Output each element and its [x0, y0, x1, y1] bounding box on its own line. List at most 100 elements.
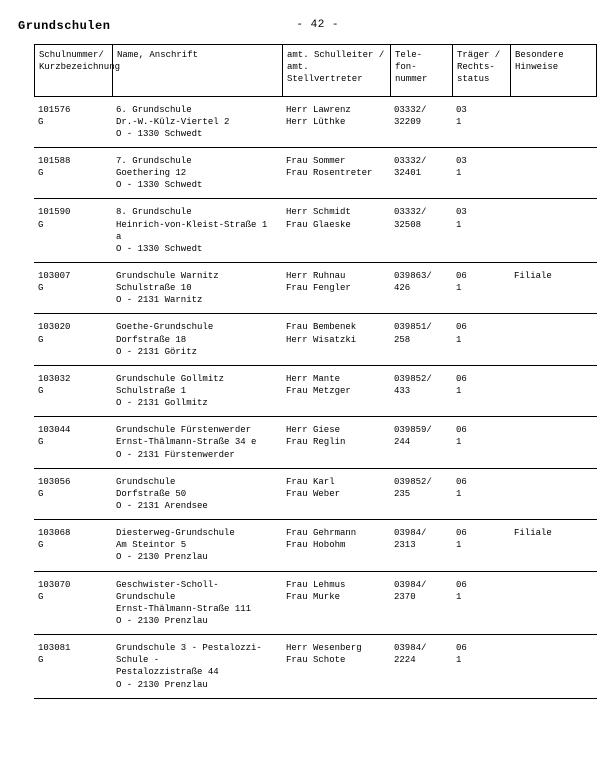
cell-head-text: Frau Karl Frau Weber [286, 476, 386, 500]
cell-traeger: 06 1 [452, 373, 510, 409]
cell-id-text: 103081 G [38, 642, 108, 666]
cell-traeger-text: 06 1 [456, 373, 506, 397]
cell-id: 103068 G [34, 527, 112, 563]
cell-name: Grundschule Warnitz Schulstraße 10 O - 2… [112, 270, 282, 306]
cell-name: 8. Grundschule Heinrich-von-Kleist-Straß… [112, 206, 282, 255]
cell-id: 101590 G [34, 206, 112, 255]
cell-head-text: Herr Lawrenz Herr Lüthke [286, 104, 386, 128]
cell-traeger: 06 1 [452, 270, 510, 306]
cell-id-text: 103007 G [38, 270, 108, 294]
cell-traeger: 03 1 [452, 104, 510, 140]
cell-name-text: Goethe-Grundschule Dorfstraße 18 O - 213… [116, 321, 278, 357]
cell-id: 101588 G [34, 155, 112, 191]
cell-name-text: 6. Grundschule Dr.-W.-Külz-Viertel 2 O -… [116, 104, 278, 140]
cell-name: Grundschule 3 - Pestalozzi-Schule - Pest… [112, 642, 282, 691]
col-header-name: Name, Anschrift [113, 45, 283, 95]
table-row: 103044 GGrundschule Fürstenwerder Ernst-… [34, 417, 597, 468]
cell-phone: 03332/ 32401 [390, 155, 452, 191]
cell-name: Diesterweg-Grundschule Am Steintor 5 O -… [112, 527, 282, 563]
table-row: 103056 GGrundschule Dorfstraße 50 O - 21… [34, 469, 597, 520]
cell-phone: 03984/ 2313 [390, 527, 452, 563]
cell-phone-text: 03984/ 2313 [394, 527, 448, 551]
cell-phone: 03984/ 2370 [390, 579, 452, 628]
cell-phone-text: 03984/ 2224 [394, 642, 448, 666]
table-row: 103081 GGrundschule 3 - Pestalozzi-Schul… [34, 635, 597, 699]
cell-head: Herr Giese Frau Reglin [282, 424, 390, 460]
cell-head: Frau Lehmus Frau Murke [282, 579, 390, 628]
col-header-head: amt. Schulleiter / amt. Stellvertreter [283, 45, 391, 95]
page-header: Grundschulen - 42 - [14, 18, 589, 44]
cell-id: 103032 G [34, 373, 112, 409]
table-row: 103032 GGrundschule Gollmitz Schulstraße… [34, 366, 597, 417]
cell-remarks [510, 104, 570, 140]
cell-name-text: Geschwister-Scholl-Grundschule Ernst-Thä… [116, 579, 278, 628]
table-row: 103007 GGrundschule Warnitz Schulstraße … [34, 263, 597, 314]
cell-head-text: Frau Lehmus Frau Murke [286, 579, 386, 603]
cell-phone: 039859/ 244 [390, 424, 452, 460]
cell-remarks [510, 476, 570, 512]
cell-phone-text: 039852/ 433 [394, 373, 448, 397]
cell-head: Frau Karl Frau Weber [282, 476, 390, 512]
cell-traeger: 03 1 [452, 155, 510, 191]
cell-head: Frau Gehrmann Frau Hobohm [282, 527, 390, 563]
cell-head-text: Herr Schmidt Frau Glaeske [286, 206, 386, 230]
cell-head: Herr Ruhnau Frau Fengler [282, 270, 390, 306]
cell-name: Goethe-Grundschule Dorfstraße 18 O - 213… [112, 321, 282, 357]
cell-traeger: 06 1 [452, 642, 510, 691]
cell-head-text: Herr Ruhnau Frau Fengler [286, 270, 386, 294]
page-title: Grundschulen [18, 18, 110, 34]
cell-remarks: Filiale [510, 270, 570, 306]
cell-phone-text: 03984/ 2370 [394, 579, 448, 603]
table-row: 103020 G Goethe-Grundschule Dorfstraße 18… [34, 314, 597, 365]
cell-traeger: 06 1 [452, 527, 510, 563]
cell-traeger-text: 03 1 [456, 155, 506, 179]
cell-traeger-text: 03 1 [456, 104, 506, 128]
cell-id-text: 101576 G [38, 104, 108, 128]
cell-traeger-text: 06 1 [456, 424, 506, 448]
cell-remarks [510, 579, 570, 628]
cell-remarks [510, 155, 570, 191]
cell-name-text: Grundschule Dorfstraße 50 O - 2131 Arend… [116, 476, 278, 512]
cell-head: Frau Bembenek Herr Wisatzki [282, 321, 390, 357]
cell-traeger: 06 1 [452, 579, 510, 628]
cell-name: Grundschule Dorfstraße 50 O - 2131 Arend… [112, 476, 282, 512]
cell-head: Herr Lawrenz Herr Lüthke [282, 104, 390, 140]
cell-id-text: 103020 G [38, 321, 108, 345]
cell-name-text: 7. Grundschule Goethering 12 O - 1330 Sc… [116, 155, 278, 191]
col-header-phone: Tele- fon- nummer [391, 45, 453, 95]
cell-phone: 03332/ 32508 [390, 206, 452, 255]
document-page: Grundschulen - 42 - Schulnummer/ Kurzbez… [0, 0, 603, 762]
cell-remarks [510, 424, 570, 460]
cell-head-text: Herr Mante Frau Metzger [286, 373, 386, 397]
cell-phone-text: 039863/ 426 [394, 270, 448, 294]
cell-phone: 03984/ 2224 [390, 642, 452, 691]
cell-remarks-text: Filiale [514, 270, 566, 282]
cell-name: Geschwister-Scholl-Grundschule Ernst-Thä… [112, 579, 282, 628]
cell-head-text: Frau Gehrmann Frau Hobohm [286, 527, 386, 551]
cell-phone: 039852/ 235 [390, 476, 452, 512]
cell-traeger-text: 06 1 [456, 270, 506, 294]
cell-id-text: 103044 G [38, 424, 108, 448]
col-header-traeger: Träger / Rechts- status [453, 45, 511, 95]
cell-name: Grundschule Gollmitz Schulstraße 1 O - 2… [112, 373, 282, 409]
cell-phone: 039863/ 426 [390, 270, 452, 306]
cell-name: 7. Grundschule Goethering 12 O - 1330 Sc… [112, 155, 282, 191]
cell-phone-text: 03332/ 32401 [394, 155, 448, 179]
col-header-id: Schulnummer/ Kurzbezeichnung [35, 45, 113, 95]
cell-remarks [510, 206, 570, 255]
cell-traeger-text: 06 1 [456, 527, 506, 551]
cell-phone: 03332/ 32209 [390, 104, 452, 140]
cell-remarks [510, 642, 570, 691]
cell-head-text: Herr Wesenberg Frau Schote [286, 642, 386, 666]
cell-traeger-text: 06 1 [456, 321, 506, 345]
cell-name-text: Diesterweg-Grundschule Am Steintor 5 O -… [116, 527, 278, 563]
cell-phone: 039852/ 433 [390, 373, 452, 409]
cell-id: 103044 G [34, 424, 112, 460]
cell-name-text: 8. Grundschule Heinrich-von-Kleist-Straß… [116, 206, 278, 255]
cell-id-text: 101590 G [38, 206, 108, 230]
cell-head-text: Herr Giese Frau Reglin [286, 424, 386, 448]
cell-phone-text: 039859/ 244 [394, 424, 448, 448]
page-number: - 42 - [296, 18, 339, 34]
cell-name: Grundschule Fürstenwerder Ernst-Thälmann… [112, 424, 282, 460]
cell-id-text: 103068 G [38, 527, 108, 551]
